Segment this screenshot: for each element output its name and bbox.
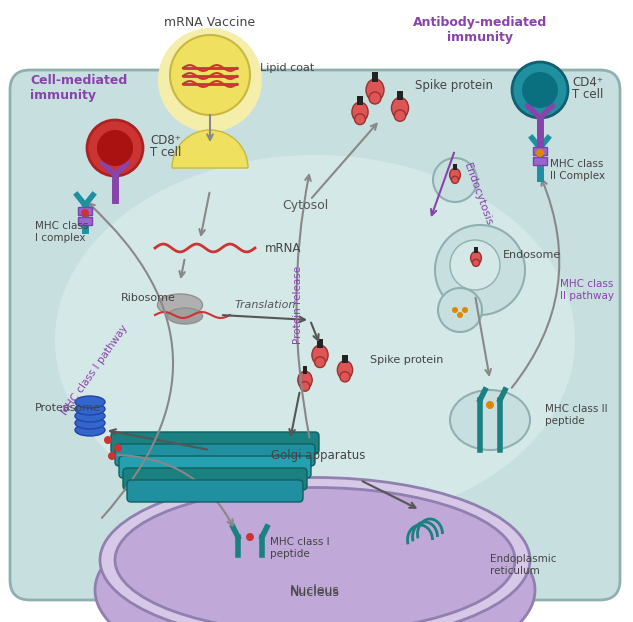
Bar [453, 164, 457, 170]
Ellipse shape [75, 424, 105, 436]
Ellipse shape [75, 417, 105, 429]
Ellipse shape [450, 390, 530, 450]
Circle shape [87, 120, 143, 176]
Text: Nucleus: Nucleus [290, 587, 340, 600]
Circle shape [522, 72, 558, 108]
Text: Antibody-mediated
immunity: Antibody-mediated immunity [413, 16, 547, 44]
Bar [533, 157, 547, 165]
Text: MHC class I
peptide: MHC class I peptide [270, 537, 330, 559]
Circle shape [108, 452, 116, 460]
Circle shape [81, 209, 89, 217]
Text: T cell: T cell [572, 88, 603, 101]
Bar [78, 217, 92, 225]
Circle shape [354, 114, 365, 124]
Ellipse shape [337, 361, 353, 379]
Text: Proteasome: Proteasome [35, 403, 101, 413]
Circle shape [462, 307, 468, 313]
Text: MHC class
I complex: MHC class I complex [35, 221, 89, 243]
Ellipse shape [55, 155, 575, 525]
Circle shape [536, 149, 544, 157]
Bar [303, 366, 308, 374]
Text: CD4⁺: CD4⁺ [572, 75, 603, 88]
Circle shape [452, 307, 458, 313]
Circle shape [450, 240, 500, 290]
Ellipse shape [312, 345, 328, 365]
Ellipse shape [168, 308, 203, 324]
Ellipse shape [100, 478, 530, 622]
Ellipse shape [352, 102, 368, 122]
Wedge shape [172, 130, 248, 168]
Text: mRNA Vaccine: mRNA Vaccine [165, 17, 256, 29]
Circle shape [315, 357, 325, 368]
Circle shape [369, 92, 381, 104]
FancyBboxPatch shape [123, 468, 307, 490]
Ellipse shape [449, 169, 460, 182]
Text: Cytosol: Cytosol [282, 198, 328, 211]
Circle shape [394, 110, 406, 121]
Circle shape [451, 176, 458, 183]
Circle shape [486, 401, 494, 409]
Circle shape [97, 130, 133, 166]
Text: Cell-mediated
immunity: Cell-mediated immunity [30, 74, 127, 102]
Ellipse shape [115, 488, 515, 622]
Text: mRNA: mRNA [265, 241, 301, 254]
Text: Lipid coat: Lipid coat [260, 63, 314, 73]
Text: Spike protein: Spike protein [370, 355, 443, 365]
Text: MHC class II
peptide: MHC class II peptide [545, 404, 608, 426]
Text: MHC class
II pathway: MHC class II pathway [560, 279, 614, 301]
Circle shape [457, 312, 463, 318]
Bar [372, 72, 378, 82]
Ellipse shape [391, 98, 408, 118]
Text: CD8⁺: CD8⁺ [150, 134, 181, 147]
Text: T cell: T cell [150, 146, 182, 159]
Text: Endocytosis: Endocytosis [462, 162, 494, 228]
Bar [342, 355, 348, 363]
Text: Protein release: Protein release [293, 266, 303, 344]
Circle shape [512, 62, 568, 118]
FancyBboxPatch shape [119, 456, 311, 478]
Ellipse shape [75, 403, 105, 415]
Ellipse shape [95, 500, 535, 622]
Ellipse shape [158, 294, 203, 316]
Circle shape [246, 533, 254, 541]
FancyBboxPatch shape [10, 70, 620, 600]
Text: Endosome: Endosome [503, 250, 561, 260]
FancyBboxPatch shape [127, 480, 303, 502]
Text: Nucleus: Nucleus [290, 583, 340, 596]
Circle shape [114, 444, 122, 452]
Text: Ribosome: Ribosome [120, 293, 175, 303]
Text: MHC class
II Complex: MHC class II Complex [550, 159, 605, 181]
Bar [474, 247, 478, 253]
Bar [78, 207, 92, 215]
Circle shape [438, 288, 482, 332]
Circle shape [340, 372, 350, 382]
Circle shape [435, 225, 525, 315]
Text: Translation: Translation [234, 300, 296, 310]
Ellipse shape [75, 410, 105, 422]
Text: Spike protein: Spike protein [415, 78, 493, 91]
Bar [317, 339, 323, 348]
Circle shape [104, 436, 112, 444]
Circle shape [433, 158, 477, 202]
Bar [533, 147, 547, 155]
Circle shape [158, 28, 262, 132]
Circle shape [472, 259, 480, 266]
Ellipse shape [298, 371, 312, 389]
Text: Golgi apparatus: Golgi apparatus [271, 450, 365, 463]
Circle shape [170, 35, 250, 115]
Text: Endoplasmic
reticulum: Endoplasmic reticulum [490, 554, 556, 576]
Circle shape [300, 382, 310, 391]
Bar [357, 96, 363, 104]
Ellipse shape [470, 251, 482, 264]
FancyBboxPatch shape [111, 432, 319, 454]
Ellipse shape [75, 396, 105, 408]
FancyBboxPatch shape [115, 444, 315, 466]
Ellipse shape [366, 79, 384, 101]
Bar [397, 91, 403, 100]
Text: MHC class I pathway: MHC class I pathway [60, 323, 130, 417]
